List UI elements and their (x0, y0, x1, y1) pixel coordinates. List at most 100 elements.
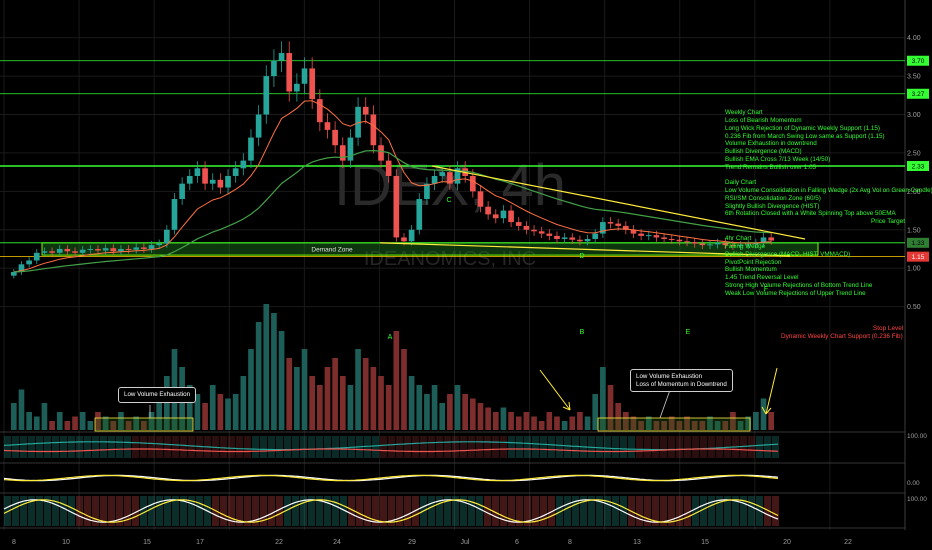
candle-body (102, 248, 109, 251)
indicator-bg-1 (596, 436, 603, 458)
volume-bar (225, 398, 231, 430)
indicator-bg-1 (164, 436, 171, 458)
indicator-bg-1 (36, 436, 43, 458)
ema-slow-line (13, 149, 772, 273)
callout-low-volume-left: Low Volume Exhaustion (118, 387, 197, 403)
candle-body (355, 106, 361, 138)
volume-bar (248, 349, 254, 430)
volume-bar (64, 421, 71, 430)
candle-body (569, 237, 576, 240)
indicator-bg-3 (348, 496, 355, 526)
volume-bar (141, 421, 147, 430)
volume-bar (347, 385, 354, 430)
indicator-bg-1 (68, 436, 75, 458)
volume-bar (217, 394, 224, 430)
volume-bar (278, 331, 285, 430)
candle-body (125, 248, 132, 250)
candle-body (668, 238, 675, 240)
four-hour-notes: 4hr Chart Falling Wedge Bullish Divergence… (725, 219, 872, 314)
volume-bar (592, 394, 599, 430)
volume-bar (760, 398, 767, 430)
candle-body (470, 175, 476, 192)
candle-body (278, 53, 285, 61)
candle-body (699, 243, 706, 246)
low-volume-box-left (94, 417, 194, 432)
candle-body (179, 183, 185, 200)
volume-bar (454, 385, 461, 430)
volume-bar (615, 403, 621, 430)
level-badge (907, 237, 929, 248)
volume-bar (41, 403, 48, 430)
volume-bar (309, 376, 315, 430)
candle-body (301, 68, 308, 84)
volume-bar (355, 349, 361, 430)
volume-bar (294, 367, 300, 430)
level-badge-label: 1.15 (912, 254, 925, 261)
candle-body (508, 210, 514, 223)
indicator-bg-1 (436, 436, 443, 458)
indicator-bg-1 (108, 436, 115, 458)
volume-bar (523, 412, 530, 430)
daily-note-line: Slightly Bullish Divergence (HIST) (725, 202, 820, 210)
indicator-bg-3 (44, 496, 51, 526)
indicator-bg-3 (388, 496, 395, 526)
x-tick-label: 15 (143, 539, 151, 546)
candle-body (133, 247, 140, 250)
indicator-bg-1 (396, 436, 403, 458)
volume-bar (485, 407, 491, 430)
weekly-note-line: Long Wick Rejection of Dynamic Weekly Su… (725, 124, 880, 132)
volume-bar (18, 389, 25, 430)
candle-body (339, 145, 346, 161)
indicator-bg-1 (220, 436, 227, 458)
indicator-line-1 (3, 441, 779, 451)
candle-body (577, 239, 583, 242)
indicator-bg-3 (140, 496, 147, 526)
indicator-tick-label: 100.00 (907, 496, 927, 503)
indicator-bg-3 (708, 496, 715, 526)
y-tick-label: 0.50 (907, 304, 921, 311)
daily-note-line: Low Volume Consolidation in Falling Wedg… (725, 186, 932, 194)
indicator-tick-label: 0.00 (907, 480, 920, 487)
y-tick-label: 3.00 (907, 112, 921, 119)
candle-body (148, 245, 155, 249)
volume-bar (339, 376, 346, 430)
callout-pointer-right (659, 389, 671, 419)
candle-body (745, 244, 752, 246)
volume-bar (332, 358, 338, 430)
indicator-bg-3 (636, 496, 643, 526)
indicator-bg-1 (340, 436, 347, 458)
volume-bar (653, 421, 660, 430)
volume-bar (508, 412, 514, 430)
candle-body (424, 183, 430, 200)
candle-body (439, 172, 446, 176)
indicator-bg-1 (372, 436, 379, 458)
volume-bar (324, 367, 331, 430)
indicator-bg-1 (44, 436, 51, 458)
indicator-bg-1 (652, 436, 659, 458)
indicator-bg-3 (164, 496, 171, 526)
indicator-bg-1 (188, 436, 195, 458)
candle-body (492, 214, 499, 219)
x-tick-label: 10 (62, 539, 70, 546)
candle-body (347, 137, 354, 161)
volume-bar (714, 421, 721, 430)
indicator-bg-3 (300, 496, 307, 526)
volume-bar (125, 421, 132, 430)
volume-bar (186, 385, 193, 430)
indicator-bg-1 (148, 436, 155, 458)
volume-bar (95, 412, 101, 430)
indicator-bg-1 (612, 436, 619, 458)
candle-body (378, 145, 384, 161)
x-tick-label: 6 (515, 539, 519, 546)
indicator-bg-3 (676, 496, 683, 526)
candle-body (707, 244, 713, 246)
pattern-point-b: B (580, 329, 585, 336)
volume-bar (584, 416, 591, 430)
weekly-note-line: Loss of Bearish Momentum (725, 116, 802, 124)
indicator-bg-3 (596, 496, 603, 526)
volume-bar (638, 421, 644, 430)
indicator-bg-1 (140, 436, 147, 458)
candle-body (623, 225, 629, 230)
